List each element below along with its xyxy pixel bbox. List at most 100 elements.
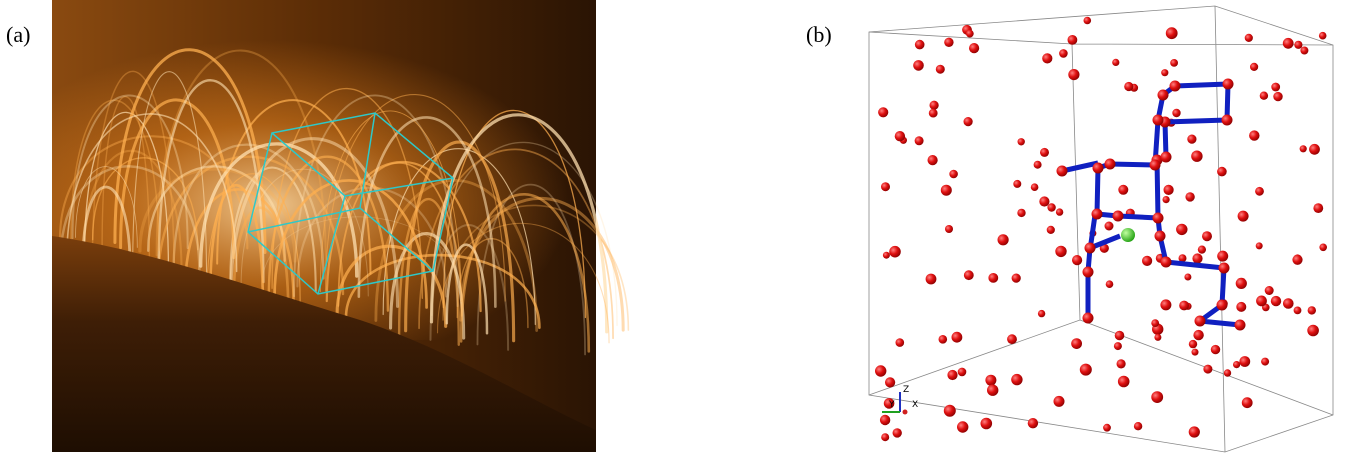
particle xyxy=(1162,196,1170,204)
coronal-loop xyxy=(91,157,199,251)
path-particle xyxy=(1154,230,1166,242)
coronal-loop xyxy=(113,48,267,254)
particle xyxy=(1027,418,1039,429)
path-particle xyxy=(1222,78,1234,90)
particle xyxy=(1307,306,1317,315)
axis-label: X xyxy=(912,400,918,410)
particle xyxy=(1099,243,1109,253)
path-particle xyxy=(1194,315,1206,327)
particle xyxy=(1104,221,1114,231)
particle xyxy=(914,39,925,50)
panel-label: (a) xyxy=(6,22,30,47)
particle xyxy=(1217,250,1229,262)
particle xyxy=(1071,338,1082,349)
particle xyxy=(1142,255,1153,266)
particle xyxy=(965,29,974,38)
particle xyxy=(1105,280,1114,289)
particle xyxy=(1114,330,1125,341)
particle xyxy=(1011,373,1023,386)
particle xyxy=(1273,91,1283,102)
particle xyxy=(1047,203,1056,212)
path-particle xyxy=(1157,89,1169,101)
particle xyxy=(1313,203,1324,214)
coronal-loop xyxy=(388,232,466,340)
path-particle xyxy=(1160,151,1172,163)
particle xyxy=(1236,301,1247,312)
coronal-loop xyxy=(273,179,428,309)
particle xyxy=(1255,242,1263,250)
coronal-loop xyxy=(476,183,586,356)
path-particle xyxy=(1092,162,1104,174)
particle xyxy=(1055,245,1067,258)
particle xyxy=(963,270,974,281)
particle xyxy=(1103,423,1111,432)
particle xyxy=(1046,225,1055,234)
particle xyxy=(1292,254,1303,265)
particle xyxy=(1202,231,1212,242)
particle xyxy=(1261,357,1270,366)
particle xyxy=(1083,16,1092,25)
particle xyxy=(945,225,953,233)
path-particle xyxy=(1056,165,1068,177)
particle xyxy=(1053,395,1065,407)
coronal-loop xyxy=(436,222,610,344)
particle xyxy=(1161,69,1169,77)
coronal-loop xyxy=(91,70,175,283)
particle xyxy=(914,136,924,146)
coronal-loop xyxy=(271,88,424,299)
solar-image xyxy=(52,0,630,452)
particle xyxy=(1118,184,1129,195)
particle xyxy=(944,37,954,47)
particle xyxy=(997,234,1009,246)
particle xyxy=(1117,375,1130,388)
particle xyxy=(1259,91,1269,100)
particle xyxy=(1309,143,1320,155)
coronal-loop xyxy=(172,143,325,280)
particle xyxy=(895,338,905,347)
path-particle xyxy=(1216,299,1228,311)
coronal-loop xyxy=(81,185,132,272)
particle xyxy=(1151,319,1160,327)
path-particle xyxy=(1218,262,1230,274)
particle xyxy=(1294,40,1303,49)
particle xyxy=(1191,348,1199,356)
particle xyxy=(1293,306,1302,315)
path-particle xyxy=(1082,312,1094,324)
particle xyxy=(1112,58,1120,66)
coronal-loop xyxy=(319,110,462,303)
cube-outline xyxy=(247,112,454,295)
particle xyxy=(1079,363,1092,376)
particle xyxy=(1033,160,1042,169)
coronal-loop xyxy=(208,184,265,307)
particle xyxy=(883,398,895,409)
particle xyxy=(935,64,945,74)
particle xyxy=(1237,210,1249,222)
coronal-loop xyxy=(459,193,591,353)
particle xyxy=(1017,138,1025,146)
particle xyxy=(881,182,890,192)
scatter-3d: Z Y X xyxy=(868,5,1334,453)
coronal-loop xyxy=(119,98,236,260)
particle xyxy=(1241,397,1253,409)
coronal-loop xyxy=(337,162,463,317)
coronal-loop xyxy=(206,173,301,302)
particle xyxy=(925,273,937,285)
particle xyxy=(927,155,938,166)
particle xyxy=(929,100,939,110)
particle xyxy=(1203,364,1213,374)
particle xyxy=(1017,208,1026,218)
particle xyxy=(1178,254,1187,263)
axis-triad: Z Y X xyxy=(882,385,918,415)
coronal-loop xyxy=(101,95,151,259)
particle xyxy=(1184,273,1192,281)
particle xyxy=(951,331,963,343)
particle xyxy=(1191,150,1203,162)
path-particle xyxy=(1169,80,1181,92)
coronal-loop xyxy=(183,188,295,304)
particle xyxy=(1042,53,1053,64)
particle xyxy=(949,169,958,179)
coronal-loop xyxy=(442,109,587,319)
particle xyxy=(1223,369,1232,377)
coronal-loop xyxy=(429,113,609,334)
particle xyxy=(881,433,890,442)
